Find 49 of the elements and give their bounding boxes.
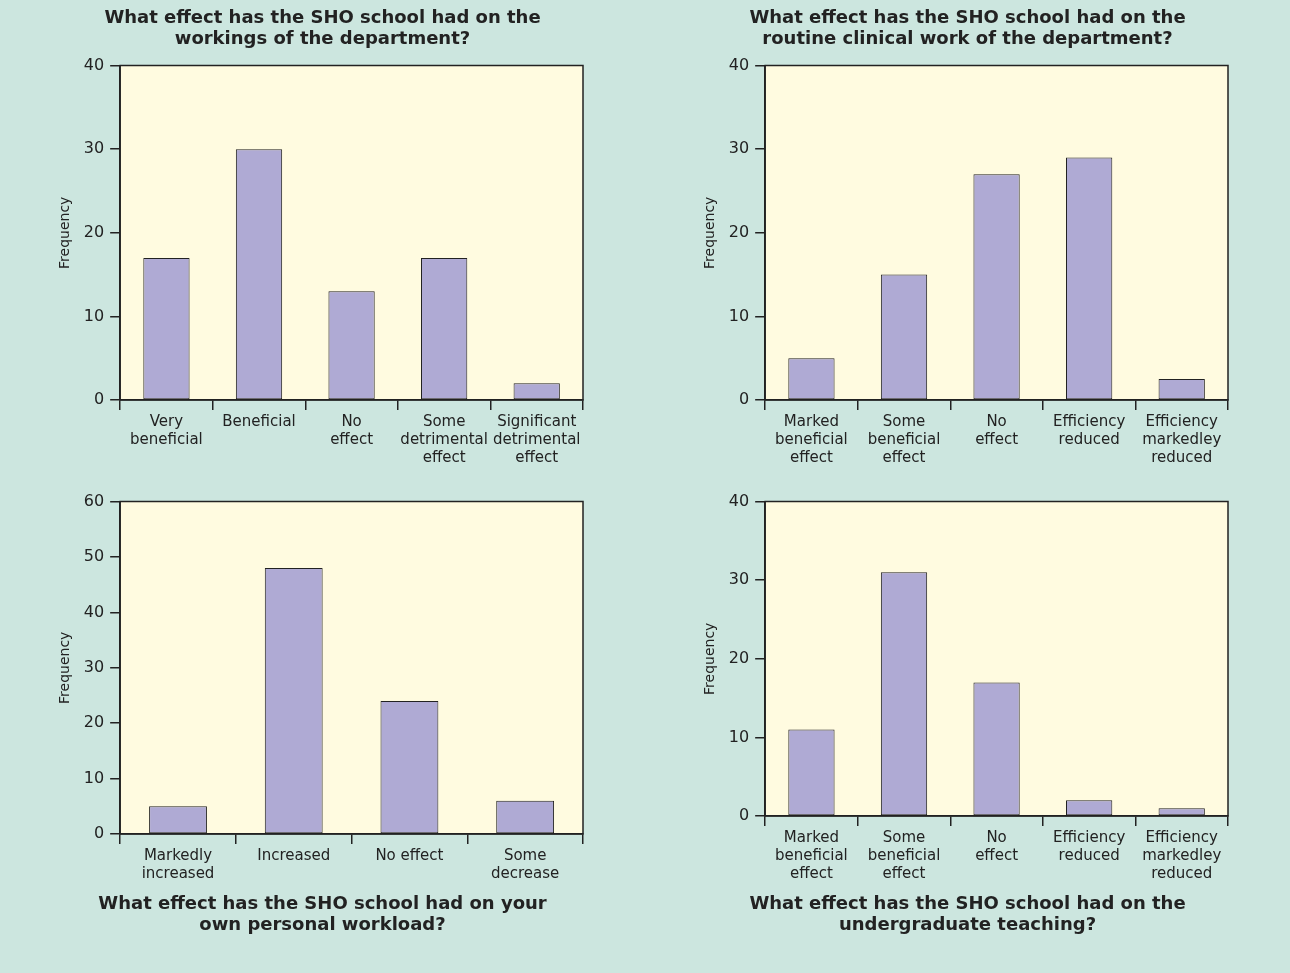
x-tick-label: No effect [974,411,1018,448]
y-tick-label: 10 [728,726,749,746]
x-tick-label: Marked beneficial effect [774,411,848,466]
y-tick-label: 40 [83,54,104,74]
y-tick-label: 10 [728,305,749,325]
text: What effect has the SHO school had on the undergraduate teaching? [748,892,1187,934]
x-tick-label: Very beneficial [129,411,203,448]
x-tick-label: Increased [256,845,330,864]
x-tick-label: No effect [374,845,444,864]
y-tick-label: 20 [83,712,104,732]
y-tick-label: 40 [728,54,749,74]
y-axis-title: Frequency [55,196,72,269]
y-tick-label: 30 [728,138,749,158]
x-tick-label: Beneficial [221,411,296,430]
x-tick-label: Some detrimental effect [399,411,488,466]
x-tick-label: Efficiency markedley reduced [1141,411,1221,466]
y-tick-label: 40 [728,490,749,510]
x-tick-label: Efficiency reduced [1052,411,1125,448]
chart-title: What effect has the SHO school had on the routine clinical work of the department? [748,6,1187,48]
y-tick-label: 10 [83,767,104,787]
y-tick-label: 40 [83,601,104,621]
y-tick-label: 50 [83,546,104,566]
x-tick-label: Some beneficial effect [867,827,940,882]
x-tick-label: Some beneficial effect [867,411,940,466]
y-tick-label: 30 [83,138,104,158]
x-tick-label: Markedly increased [141,845,214,882]
x-tick-label: Some decrease [490,845,559,882]
y-tick-label: 20 [728,647,749,667]
y-axis-title: Frequency [55,631,72,704]
y-tick-label: 0 [93,389,104,409]
y-tick-label: 20 [83,221,104,241]
y-tick-label: 0 [738,389,749,409]
x-tick-label: Efficiency markedley reduced [1141,827,1221,882]
text: What effect has the SHO school had on your own personal workload? [97,892,548,934]
y-axis-title: Frequency [700,622,717,695]
x-tick-label: Significant detrimental effect [492,411,580,466]
x-tick-label: Efficiency reduced [1052,827,1125,864]
y-tick-label: 0 [93,823,104,843]
y-tick-label: 30 [728,569,749,589]
x-tick-label: Marked beneficial effect [774,827,848,882]
x-tick-label: No effect [974,827,1018,864]
y-axis-title: Frequency [700,196,717,269]
y-tick-label: 20 [728,221,749,241]
y-tick-label: 60 [83,490,104,510]
y-tick-label: 10 [83,305,104,325]
x-tick-label: No effect [329,411,373,448]
chart-title: What effect has the SHO school had on the workings of the department? [103,6,542,48]
y-tick-label: 0 [738,805,749,825]
y-tick-label: 30 [83,656,104,676]
